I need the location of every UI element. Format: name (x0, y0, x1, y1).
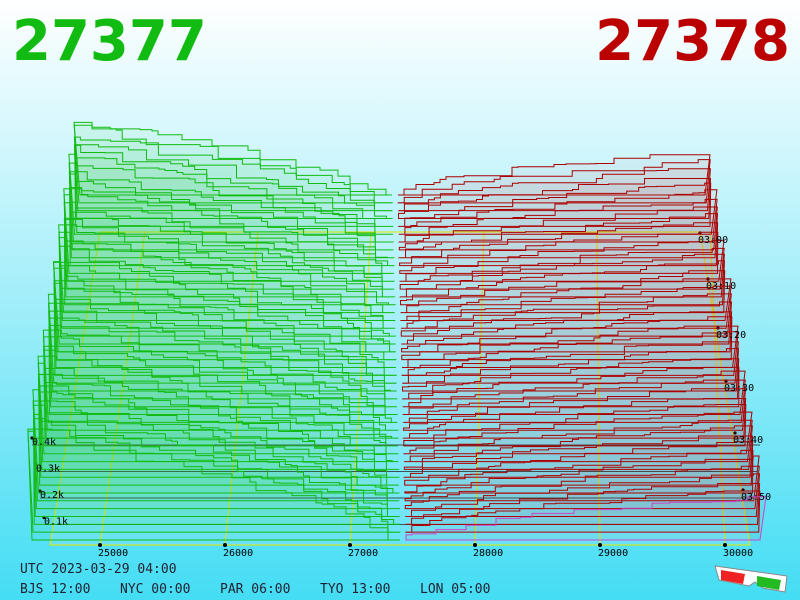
time-label: 03:00 (698, 235, 728, 246)
ask-depth-curve (405, 490, 761, 533)
bid-depth-curve (42, 329, 398, 423)
price-label: 28000 (473, 548, 503, 559)
ask-depth-curve (403, 404, 747, 447)
ask-depth-curve (398, 154, 711, 196)
axis-labels: 25000 26000 27000 28000 29000 30000 0.4k 0.3k 0.… (32, 235, 771, 559)
bid-depth-curve (73, 144, 393, 220)
ask-depth-curve (399, 231, 719, 274)
price-label: 29000 (598, 548, 628, 559)
bid-depth-curve (68, 153, 395, 235)
price-label: 26000 (223, 548, 253, 559)
3d-glasses-icon[interactable] (714, 565, 788, 593)
depth-label: 0.1k (44, 517, 68, 528)
ask-depth-curve (404, 455, 760, 502)
price-label: 25000 (98, 548, 128, 559)
bid-depth-curve (32, 389, 400, 494)
bid-depth-curve (27, 430, 400, 541)
depth-label: 0.3k (36, 464, 60, 475)
ask-depth-curve (405, 483, 761, 525)
ask-depth-curve (405, 473, 761, 517)
bid-depth-curve (63, 217, 396, 298)
ask-depth-curve (401, 301, 733, 345)
price-label: 27000 (348, 548, 378, 559)
time-label: 03:40 (733, 435, 763, 446)
bid-depth-curve (48, 324, 398, 416)
ask-depth-curve (400, 293, 732, 337)
city-time: PAR 06:00 (220, 582, 290, 597)
price-tick (598, 543, 602, 547)
city-time: BJS 12:00 (20, 582, 90, 597)
city-time: TYO 13:00 (320, 582, 390, 597)
bid-depth-curve (53, 282, 397, 376)
ask-depth-curve (403, 379, 746, 423)
bid-depth-curve (33, 418, 400, 525)
bid-depth-curve (38, 385, 399, 486)
bid-depth-curve (32, 404, 401, 510)
time-label: 03:10 (706, 281, 736, 292)
depth-label: 0.2k (40, 490, 64, 501)
depth-curves (27, 121, 767, 541)
ask-depth-curve (403, 419, 753, 463)
bid-depth-curve (43, 349, 399, 447)
price-tick (723, 543, 727, 547)
city-time: LON 05:00 (420, 582, 490, 597)
bid-depth-curve (68, 162, 394, 243)
depth-tick (38, 489, 42, 493)
ask-depth-curve (405, 496, 767, 541)
ask-depth-curve (399, 260, 726, 306)
price-tick (98, 543, 102, 547)
bid-depth-curve (63, 194, 395, 282)
price-tick (223, 543, 227, 547)
ask-depth-curve (397, 178, 712, 220)
ask-depth-curve (397, 213, 719, 259)
depth-label: 0.4k (32, 437, 56, 448)
ask-depth-curve (397, 159, 711, 204)
city-time: NYC 00:00 (120, 582, 190, 597)
depth-tick (30, 436, 34, 440)
city-times: BJS 12:00 NYC 00:00 PAR 06:00 TYO 13:00 LON … (20, 582, 490, 597)
utc-time: UTC 2023-03-29 04:00 (20, 562, 177, 577)
price-tick (473, 543, 477, 547)
ask-depth-curve (404, 441, 754, 486)
ask-depth-curve (399, 285, 732, 329)
price-tick (348, 543, 352, 547)
bid-depth-curve (27, 428, 401, 533)
price-label: 30000 (723, 548, 753, 559)
ask-depth-curve (401, 331, 739, 376)
time-label: 03:30 (724, 383, 754, 394)
bid-depth-curve (42, 336, 400, 431)
ask-depth-curve (401, 316, 733, 361)
time-tick (733, 431, 737, 435)
bid-price: 27377 (12, 9, 207, 74)
time-label: 03:50 (741, 492, 771, 503)
time-label: 03:20 (716, 330, 746, 341)
ask-depth-curve (402, 370, 746, 416)
bid-depth-curve (69, 187, 395, 267)
bid-depth-curve (63, 218, 397, 306)
ask-price: 27378 (595, 9, 790, 74)
ask-depth-curve (398, 206, 718, 251)
bid-depth-curve (52, 261, 396, 345)
